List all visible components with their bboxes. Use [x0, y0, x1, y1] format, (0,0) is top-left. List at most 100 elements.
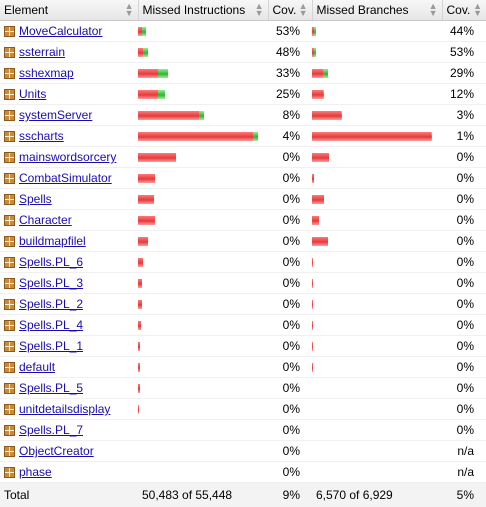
instructions-bar	[138, 27, 268, 36]
missed-branches-cell	[312, 441, 442, 462]
branches-bar	[312, 111, 442, 120]
instructions-covered-segment	[143, 48, 148, 57]
branches-bar	[312, 342, 442, 351]
missed-instructions-cell	[138, 105, 268, 126]
missed-instructions-cell	[138, 126, 268, 147]
package-link[interactable]: buildmapfilel	[19, 234, 86, 248]
package-link[interactable]: Units	[19, 87, 46, 101]
package-icon	[4, 68, 15, 79]
instructions-bar	[138, 90, 268, 99]
package-link[interactable]: Spells.PL_4	[19, 318, 83, 332]
missed-branches-cell	[312, 252, 442, 273]
element-cell: Spells.PL_3	[0, 273, 138, 294]
branches-missed-segment	[312, 321, 313, 330]
instructions-missed-segment	[138, 195, 154, 204]
branches-missed-segment	[312, 300, 313, 309]
branches-coverage: 29%	[442, 63, 486, 84]
package-link[interactable]: Spells.PL_2	[19, 297, 83, 311]
instructions-missed-segment	[138, 111, 199, 120]
total-row: Total 50,483 of 55,448 9% 6,570 of 6,929…	[0, 483, 486, 507]
branches-bar	[312, 174, 442, 183]
header-element[interactable]: Element▲▼	[0, 0, 138, 21]
instructions-bar	[138, 174, 268, 183]
header-element-label: Element	[4, 3, 48, 17]
instructions-coverage: 0%	[268, 273, 312, 294]
element-cell: mainswordsorcery	[0, 147, 138, 168]
branches-coverage: n/a	[442, 441, 486, 462]
instructions-missed-segment	[138, 174, 155, 183]
instructions-missed-segment	[138, 300, 142, 309]
missed-branches-cell	[312, 42, 442, 63]
instructions-covered-segment	[158, 90, 165, 99]
package-link[interactable]: Character	[19, 213, 72, 227]
instructions-bar	[138, 153, 268, 162]
package-link[interactable]: Spells	[19, 192, 52, 206]
header-missed-instructions[interactable]: Missed Instructions▲▼	[138, 0, 268, 21]
package-link[interactable]: Spells.PL_5	[19, 381, 83, 395]
element-cell: sscharts	[0, 126, 138, 147]
package-icon	[4, 362, 15, 373]
package-link[interactable]: Spells.PL_7	[19, 423, 83, 437]
package-icon	[4, 173, 15, 184]
missed-instructions-cell	[138, 147, 268, 168]
package-link[interactable]: unitdetailsdisplay	[19, 402, 110, 416]
branches-missed-segment	[312, 216, 319, 225]
missed-branches-cell	[312, 399, 442, 420]
total-instructions-coverage: 9%	[268, 483, 312, 507]
package-link[interactable]: CombatSimulator	[19, 171, 112, 185]
package-link[interactable]: phase	[19, 465, 52, 479]
missed-instructions-cell	[138, 273, 268, 294]
package-link[interactable]: Spells.PL_6	[19, 255, 83, 269]
element-cell: default	[0, 357, 138, 378]
instructions-bar	[138, 48, 268, 57]
branches-missed-segment	[312, 195, 324, 204]
element-cell: buildmapfilel	[0, 231, 138, 252]
package-link[interactable]: sscharts	[19, 129, 64, 143]
instructions-coverage: 33%	[268, 63, 312, 84]
package-link[interactable]: Spells.PL_3	[19, 276, 83, 290]
instructions-bar	[138, 405, 268, 414]
package-icon	[4, 341, 15, 352]
package-link[interactable]: MoveCalculator	[19, 24, 102, 38]
branches-coverage: 3%	[442, 105, 486, 126]
element-cell: Units	[0, 84, 138, 105]
instructions-missed-segment	[138, 321, 141, 330]
branches-coverage: 44%	[442, 21, 486, 42]
instructions-coverage: 0%	[268, 378, 312, 399]
package-link[interactable]: ObjectCreator	[19, 444, 94, 458]
header-missed-branches[interactable]: Missed Branches▲▼	[312, 0, 442, 21]
package-link[interactable]: mainswordsorcery	[19, 150, 116, 164]
instructions-covered-segment	[253, 132, 258, 141]
package-link[interactable]: systemServer	[19, 108, 92, 122]
package-link[interactable]: ssterrain	[19, 45, 65, 59]
package-icon	[4, 215, 15, 226]
branches-bar	[312, 69, 442, 78]
missed-instructions-cell	[138, 378, 268, 399]
branches-covered-segment	[323, 69, 328, 78]
package-icon	[4, 383, 15, 394]
package-icon	[4, 152, 15, 163]
package-link[interactable]: sshexmap	[19, 66, 74, 80]
package-link[interactable]: Spells.PL_1	[19, 339, 83, 353]
package-link[interactable]: default	[19, 360, 55, 374]
element-cell: phase	[0, 462, 138, 483]
missed-branches-cell	[312, 294, 442, 315]
missed-instructions-cell	[138, 231, 268, 252]
sort-arrows-icon: ▲▼	[255, 3, 264, 17]
header-instructions-coverage[interactable]: Cov.▲▼	[268, 0, 312, 21]
branches-missed-segment	[312, 279, 313, 288]
element-cell: Spells.PL_2	[0, 294, 138, 315]
header-branches-coverage[interactable]: Cov.▲▼	[442, 0, 486, 21]
missed-instructions-cell	[138, 441, 268, 462]
branches-bar	[312, 321, 442, 330]
package-icon	[4, 26, 15, 37]
total-label: Total	[0, 483, 138, 507]
instructions-bar	[138, 195, 268, 204]
